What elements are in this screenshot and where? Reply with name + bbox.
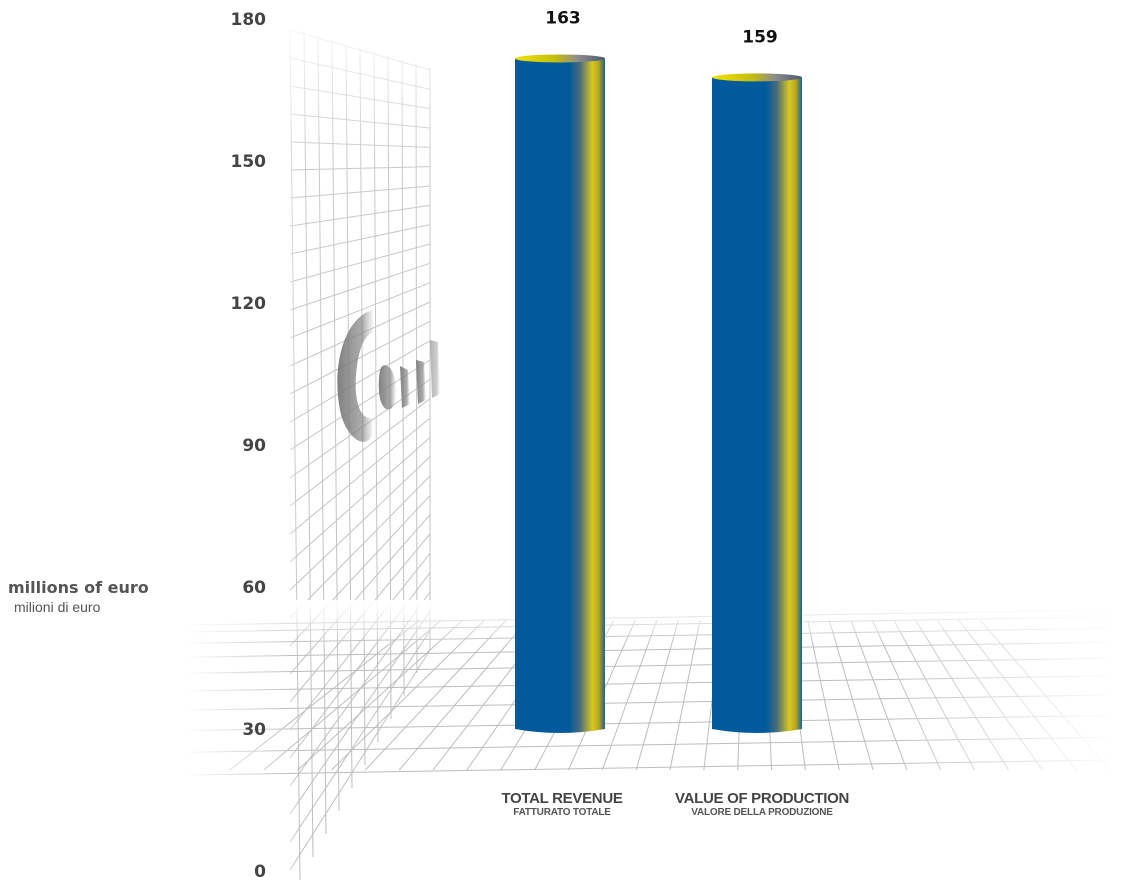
y-tick-label: 180 (231, 10, 267, 30)
category-sub-label: FATTURATO TOTALE (513, 807, 611, 818)
bars (515, 54, 802, 733)
y-tick-label: 30 (242, 720, 266, 740)
y-axis-sublabel: milioni di euro (14, 599, 101, 615)
y-axis-ticks: 0 30 60 90 120 150 180 (231, 10, 267, 882)
bar-body (712, 77, 802, 733)
company-logo-watermark-icon (337, 310, 440, 442)
bar (515, 54, 605, 733)
bar-top-cap (515, 54, 605, 63)
category-main-label: VALUE OF PRODUCTION (674, 790, 850, 807)
y-axis-label: millions of euro (8, 578, 149, 597)
category-label-total-revenue: TOTAL REVENUE FATTURATO TOTALE (442, 791, 682, 819)
floor-grid (180, 600, 1121, 785)
bar-body (515, 58, 605, 733)
y-tick-label: 90 (242, 436, 266, 456)
bar (712, 73, 802, 733)
category-sub-label: VALORE DELLA PRODUZIONE (691, 807, 833, 818)
data-labels: 163 159 (545, 8, 778, 47)
y-tick-label: 120 (231, 294, 267, 314)
data-label: 159 (742, 27, 778, 47)
y-tick-label: 0 (254, 862, 266, 882)
category-label-value-of-production: VALUE OF PRODUCTION VALORE DELLA PRODUZI… (642, 791, 882, 819)
y-tick-label: 60 (242, 578, 266, 598)
data-label: 163 (545, 8, 581, 28)
y-tick-label: 150 (231, 152, 267, 172)
category-main-label: TOTAL REVENUE (501, 790, 623, 807)
bar-top-cap (712, 73, 802, 82)
